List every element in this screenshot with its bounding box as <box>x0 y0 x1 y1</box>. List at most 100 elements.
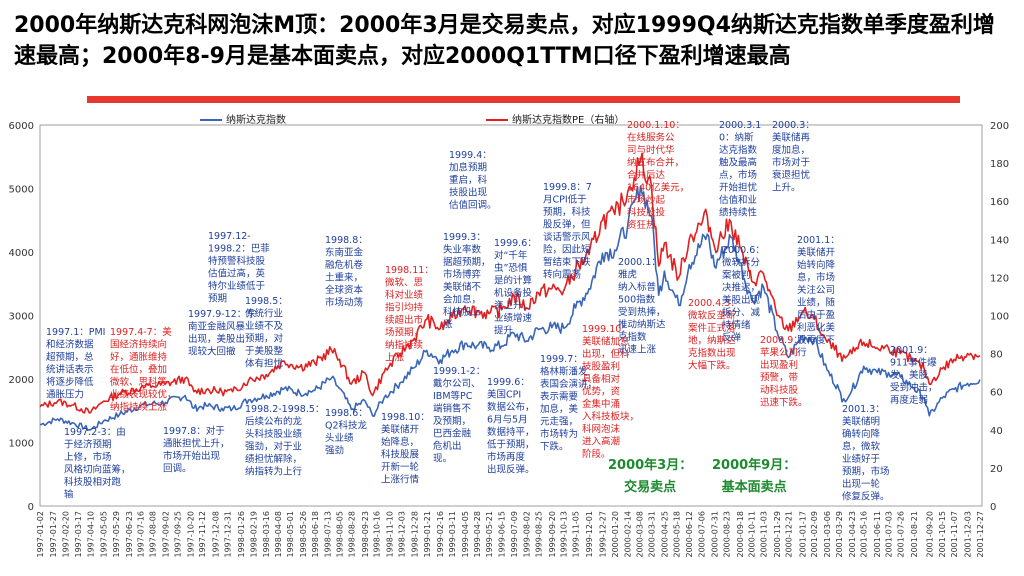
annotation-line: 续超出市 <box>385 314 424 326</box>
annotation-line: 1997.1：PMI <box>46 327 105 338</box>
x-axis-tick-label: 2001-09-20 <box>925 511 934 558</box>
annotation-line: 2000.4.3： <box>688 298 740 309</box>
right-axis-tick-label: 120 <box>990 273 1009 284</box>
annotation-line: 国经济持续向 <box>110 339 167 351</box>
annotation-line: 特尔业绩低于 <box>208 280 265 292</box>
signal-label-line: 基本面卖点 <box>721 480 787 495</box>
annotation-line: 及预期， <box>433 416 471 427</box>
annotation-line: 上涨 <box>385 353 405 364</box>
annotation: 2000.1.10：在线服务公司与时代华纳宣布合并，合并后达1640亿美元，市场… <box>627 120 689 231</box>
x-axis-tick-label: 2000-08-23 <box>722 511 731 558</box>
annotation-line: 1640亿美元， <box>627 182 689 194</box>
x-axis-tick-label: 1998-02-19 <box>249 511 258 558</box>
annotation-line: 出现，但科 <box>582 348 630 360</box>
annotation-line: 现。 <box>433 454 452 465</box>
annotation-line: 数据公布， <box>487 401 535 413</box>
annotation-line: 开始担忧 <box>719 182 758 194</box>
annotation-line: 关注公司 <box>797 284 835 296</box>
annotation-line: 微软反垄断 <box>688 310 736 322</box>
x-axis-tick-label: 1999-08-02 <box>522 511 531 558</box>
nasdaq-bubble-chart: 0 1000 2000 3000 4000 5000 6000 0 20 40 60 80 100 120… <box>9 113 1010 558</box>
annotation-line: 输 <box>64 489 74 501</box>
x-axis-tick-label: 2000-01-20 <box>611 511 620 558</box>
annotation-line: 现较大回撤 <box>188 346 236 358</box>
annotation-line: 入科技板块， <box>582 411 639 423</box>
x-axis-tick-label: 2001-06-11 <box>873 511 882 558</box>
annotation-line: 持情绪 <box>722 319 751 331</box>
annotation-line: 纳指持续 <box>385 339 424 351</box>
annotation-line: 统讲话表示 <box>46 364 94 376</box>
annotation-line: 始降息， <box>381 436 419 448</box>
axes-layer: 0 1000 2000 3000 4000 5000 6000 0 20 40 60 80 100 120… <box>9 121 1010 513</box>
annotation-line: 南亚金融风暴 <box>188 321 246 333</box>
x-axis-tick-label: 2000-04-25 <box>660 511 669 558</box>
x-axis-tick-label: 1998-11-10 <box>386 511 395 558</box>
annotation-line: 具备相对 <box>582 373 621 385</box>
annotation-line: 大幅下跌。 <box>688 360 736 372</box>
annotation-line: 业绩好于 <box>842 453 880 465</box>
annotation-line: 案件正式落 <box>688 322 736 334</box>
annotation-line: 1997.9-12：东 <box>188 308 256 320</box>
annotation-line: 科技股相对跑 <box>64 476 122 488</box>
x-axis-tick-label: 1998-05-26 <box>299 511 308 558</box>
annotation-line: 科对业绩 <box>385 289 424 301</box>
x-axis-tick-label: 1998-12-28 <box>410 511 419 558</box>
x-axis-tick-label: 1999-07-09 <box>510 511 519 558</box>
annotation-line: 上修，市场 <box>64 451 112 463</box>
annotation-line: 触及最高 <box>719 157 757 169</box>
x-axis-tick-label: 1997-12-08 <box>212 511 221 558</box>
x-axis-tick-label: 2001-03-29 <box>835 511 844 558</box>
annotation-line: 2001.9： <box>890 345 933 356</box>
annotation-line: 估值回调。 <box>449 199 497 211</box>
annotation-line: 体有担忧 <box>245 358 284 370</box>
annotation-line: 美联储加息 <box>582 336 630 348</box>
annotation-line: 2000.6： <box>722 245 765 256</box>
annotation-line: 强劲，对于业 <box>245 441 302 453</box>
x-axis-tick-label: 1997-06-23 <box>125 511 134 558</box>
annotation-line: 股再度下 <box>797 334 835 346</box>
x-axis-tick-label: 1998-08-28 <box>347 511 356 558</box>
x-axis-tick-label: 2000-10-11 <box>748 511 757 558</box>
x-axis-tick-label: 1997-03-17 <box>74 511 83 558</box>
annotation-line: 融危机卷 <box>325 259 364 271</box>
annotation-line: 地，纳斯达 <box>688 335 736 347</box>
right-axis-tick-label: 160 <box>990 197 1009 208</box>
annotation-line: 微软、思 <box>385 277 424 289</box>
annotation-line: 预期，对 <box>245 333 284 345</box>
annotation-line: 911事件爆 <box>890 357 937 369</box>
annotations-layer: 1997.1：PMI和经济数据超预期，总统讲话表示将逐步降低通胀压力1997.4… <box>46 120 938 503</box>
annotation-line: 会加息， <box>443 294 481 306</box>
annotation-line: 回调。 <box>163 464 192 475</box>
x-axis-tick-label: 1999-08-25 <box>534 511 543 558</box>
annotation-line: 出现反弹。 <box>487 464 535 476</box>
x-axis-tick-label: 1997-02-20 <box>61 511 70 558</box>
x-axis-tick-label: 1999-01-21 <box>423 511 432 558</box>
annotation: 1998.2-1998.5：后续公布的龙头科技股业绩强劲，对于业绩担忧解除，纳指… <box>245 404 324 478</box>
annotation-line: 暂结束下跌 <box>543 256 591 268</box>
annotation-line: 风格切向蓝筹， <box>64 464 131 476</box>
x-axis-tick-label: 1997-09-02 <box>161 511 170 558</box>
x-axis-tick-label: 2001-07-03 <box>885 511 894 558</box>
x-axis-tick-label: 1997-05-29 <box>112 511 121 558</box>
annotation-line: 通胀压力 <box>46 389 84 401</box>
legend-entry: 纳斯达克指数PE（右轴） <box>512 113 624 126</box>
annotation-line: 市场开始出现 <box>163 450 221 462</box>
annotation-line: 迅速下跌。 <box>760 397 808 409</box>
annotation-line: 市场动荡 <box>325 297 363 309</box>
x-axis-tick-label: 1998-09-23 <box>361 511 370 558</box>
annotation-line: 雅虎 <box>618 269 637 281</box>
signal-label: 2000年3月： 交易卖点 <box>608 455 692 499</box>
annotation-line: 优势，资 <box>582 386 621 398</box>
annotation-line: 1999.6： <box>494 238 537 249</box>
annotation-line: 微软、思科等 <box>110 376 168 388</box>
annotation-line: 预期，市场 <box>842 466 890 478</box>
annotation-line: 2001.3： <box>842 404 885 415</box>
annotation-line: 预期，科技 <box>543 206 591 218</box>
annotation-line: 美联储不 <box>443 281 482 293</box>
annotation-line: 2000.3.1 <box>719 120 761 131</box>
